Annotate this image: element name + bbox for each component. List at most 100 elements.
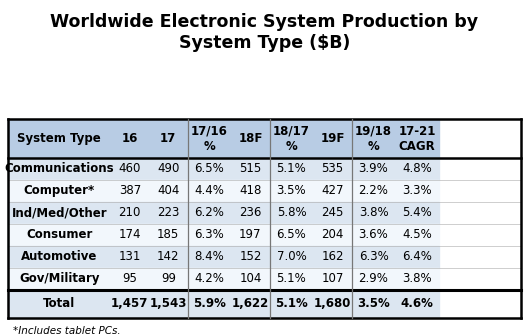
- Text: 1,457: 1,457: [111, 297, 149, 310]
- Bar: [270, 290, 313, 318]
- Text: 5.1%: 5.1%: [277, 272, 306, 285]
- Bar: [231, 246, 270, 268]
- Bar: [149, 290, 187, 318]
- Bar: [352, 119, 395, 158]
- Text: 223: 223: [157, 206, 179, 219]
- Text: 4.6%: 4.6%: [401, 297, 434, 310]
- Bar: [313, 158, 352, 180]
- Bar: [352, 180, 395, 202]
- Text: 17/16
%: 17/16 %: [191, 125, 228, 153]
- Text: 99: 99: [161, 272, 176, 285]
- Text: 387: 387: [118, 184, 141, 197]
- Bar: [313, 290, 352, 318]
- Bar: [352, 246, 395, 268]
- Text: 16: 16: [122, 132, 138, 145]
- Text: 490: 490: [157, 162, 179, 175]
- Bar: [395, 290, 439, 318]
- Bar: [111, 268, 149, 290]
- Text: 6.3%: 6.3%: [359, 250, 388, 263]
- Bar: [187, 180, 231, 202]
- Text: 6.5%: 6.5%: [195, 162, 224, 175]
- Bar: [231, 158, 270, 180]
- Bar: [8, 224, 111, 246]
- Text: 17: 17: [160, 132, 176, 145]
- Text: 6.2%: 6.2%: [194, 206, 224, 219]
- Text: 210: 210: [118, 206, 141, 219]
- Text: Worldwide Electronic System Production by
System Type ($B): Worldwide Electronic System Production b…: [50, 13, 479, 52]
- Text: 204: 204: [321, 228, 344, 241]
- Text: 19/18
%: 19/18 %: [355, 125, 392, 153]
- Bar: [313, 224, 352, 246]
- Text: *Includes tablet PCs.: *Includes tablet PCs.: [13, 326, 121, 336]
- Bar: [395, 119, 439, 158]
- Text: 515: 515: [239, 162, 261, 175]
- Bar: [352, 290, 395, 318]
- Bar: [149, 268, 187, 290]
- Bar: [395, 224, 439, 246]
- Bar: [313, 202, 352, 224]
- Bar: [231, 119, 270, 158]
- Bar: [111, 246, 149, 268]
- Text: Automotive: Automotive: [21, 250, 97, 263]
- Text: Computer*: Computer*: [24, 184, 95, 197]
- Bar: [149, 246, 187, 268]
- Text: Consumer: Consumer: [26, 228, 93, 241]
- Bar: [352, 224, 395, 246]
- Text: 19F: 19F: [320, 132, 345, 145]
- Text: 3.3%: 3.3%: [403, 184, 432, 197]
- Text: 185: 185: [157, 228, 179, 241]
- Text: 1,543: 1,543: [150, 297, 187, 310]
- Text: 427: 427: [321, 184, 344, 197]
- Bar: [187, 290, 231, 318]
- Bar: [270, 158, 313, 180]
- Text: 1,680: 1,680: [314, 297, 351, 310]
- Bar: [313, 119, 352, 158]
- Bar: [270, 268, 313, 290]
- Bar: [395, 158, 439, 180]
- Text: 95: 95: [122, 272, 137, 285]
- Bar: [270, 180, 313, 202]
- Bar: [270, 202, 313, 224]
- Text: 418: 418: [239, 184, 261, 197]
- Text: 2.2%: 2.2%: [359, 184, 388, 197]
- Text: 3.5%: 3.5%: [357, 297, 390, 310]
- Bar: [8, 180, 111, 202]
- Text: 535: 535: [322, 162, 343, 175]
- Bar: [8, 246, 111, 268]
- Bar: [231, 290, 270, 318]
- Text: 6.5%: 6.5%: [277, 228, 306, 241]
- Bar: [187, 224, 231, 246]
- Bar: [187, 246, 231, 268]
- Bar: [395, 268, 439, 290]
- Bar: [231, 268, 270, 290]
- Bar: [149, 180, 187, 202]
- Text: 3.9%: 3.9%: [359, 162, 388, 175]
- Bar: [352, 202, 395, 224]
- Text: 4.8%: 4.8%: [402, 162, 432, 175]
- Text: 3.6%: 3.6%: [359, 228, 388, 241]
- Bar: [313, 246, 352, 268]
- Bar: [270, 246, 313, 268]
- Bar: [187, 268, 231, 290]
- Text: 5.8%: 5.8%: [277, 206, 306, 219]
- Text: 460: 460: [118, 162, 141, 175]
- Text: 4.4%: 4.4%: [194, 184, 224, 197]
- Text: 404: 404: [157, 184, 179, 197]
- Bar: [8, 202, 111, 224]
- Text: 5.1%: 5.1%: [275, 297, 308, 310]
- Bar: [231, 202, 270, 224]
- Bar: [149, 119, 187, 158]
- Text: 5.1%: 5.1%: [277, 162, 306, 175]
- Text: 4.2%: 4.2%: [194, 272, 224, 285]
- Text: Gov/Military: Gov/Military: [19, 272, 99, 285]
- Text: 162: 162: [321, 250, 344, 263]
- Bar: [149, 224, 187, 246]
- Text: 3.8%: 3.8%: [359, 206, 388, 219]
- Bar: [8, 290, 111, 318]
- Bar: [270, 119, 313, 158]
- Text: 152: 152: [239, 250, 261, 263]
- Bar: [313, 268, 352, 290]
- Text: 8.4%: 8.4%: [195, 250, 224, 263]
- Bar: [8, 158, 111, 180]
- Text: 6.4%: 6.4%: [402, 250, 432, 263]
